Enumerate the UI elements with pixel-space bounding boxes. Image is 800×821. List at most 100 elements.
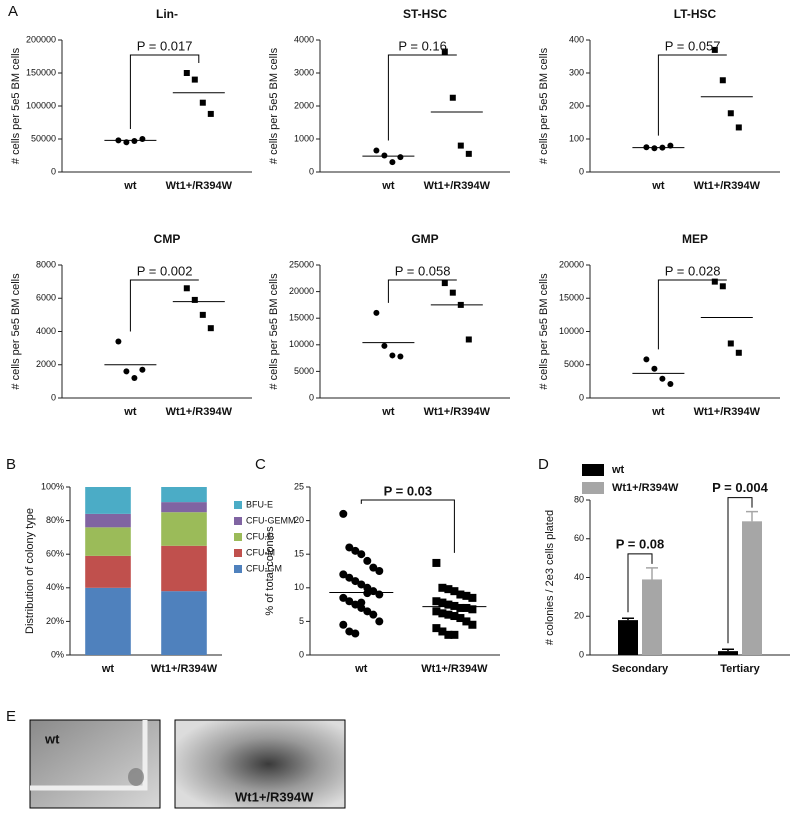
data-point: [363, 556, 372, 565]
data-point: [139, 136, 146, 142]
y-tick-label: 80: [574, 494, 584, 504]
y-axis-label: # cells per 5e5 BM cells: [268, 47, 280, 164]
data-point: [457, 142, 464, 149]
y-tick-label: 0: [579, 649, 584, 659]
data-point: [444, 585, 453, 594]
y-tick-label: 15000: [559, 293, 584, 303]
data-point: [735, 124, 742, 131]
y-tick-label: 8000: [36, 259, 56, 269]
panel-label: D: [538, 456, 549, 473]
y-tick-label: 50000: [31, 133, 56, 143]
p-bracket: [657, 279, 727, 350]
x-tick-label: Wt1+/R394W: [421, 663, 488, 675]
data-point: [207, 110, 214, 117]
legend-label: BFU-E: [246, 499, 273, 509]
data-point: [375, 567, 384, 575]
image-label: Wt1+/R394W: [235, 789, 314, 804]
y-tick-label: 15: [294, 549, 304, 559]
p-value: P = 0.004: [712, 480, 769, 495]
bar-segment: [161, 512, 207, 546]
y-tick-label: 20000: [559, 259, 584, 269]
y-axis-label: # cells per 5e5 BM cells: [538, 273, 550, 390]
data-point: [719, 283, 726, 290]
y-tick-label: 25: [294, 481, 304, 491]
data-point: [438, 627, 447, 636]
x-tick-label: Wt1+/R394W: [694, 406, 761, 418]
x-tick-label: Wt1+/R394W: [424, 406, 491, 418]
y-tick-label: 80%: [46, 515, 64, 525]
x-tick-label: wt: [101, 663, 115, 675]
error-bar: [722, 648, 734, 652]
y-tick-label: 0: [51, 166, 56, 176]
y-tick-label: 60: [574, 533, 584, 543]
data-point: [207, 325, 214, 332]
data-point: [444, 610, 453, 619]
legend-swatch: [234, 549, 242, 557]
x-tick-label: wt: [123, 406, 137, 418]
y-tick-label: 20%: [46, 616, 64, 626]
y-axis-label: # cells per 5e5 BM cells: [10, 273, 22, 390]
data-point: [373, 309, 380, 316]
data-point: [381, 342, 388, 349]
data-point: [345, 573, 354, 582]
y-tick-label: 10000: [559, 326, 584, 336]
y-tick-label: 1000: [294, 133, 314, 143]
legend-label: wt: [611, 464, 625, 476]
y-tick-label: 0: [51, 392, 56, 402]
x-tick-label: wt: [381, 406, 395, 418]
p-value: P = 0.058: [395, 263, 451, 278]
p-bracket: [360, 499, 455, 553]
well-edge: [30, 720, 148, 791]
data-point: [357, 598, 366, 607]
data-point: [456, 603, 465, 612]
data-point: [444, 600, 453, 609]
data-point: [363, 589, 372, 598]
data-point: [462, 591, 471, 600]
legend-swatch: [234, 501, 242, 509]
data-point: [456, 590, 465, 599]
bar-segment: [161, 591, 207, 655]
data-point: [363, 607, 372, 616]
x-tick-label: wt: [381, 180, 395, 192]
data-point: [357, 580, 366, 589]
y-tick-label: 40: [574, 572, 584, 582]
y-tick-label: 15000: [289, 313, 314, 323]
p-bracket: [627, 553, 653, 613]
data-point: [438, 583, 447, 592]
data-point: [351, 577, 360, 586]
data-point: [462, 603, 471, 612]
p-bracket: [657, 54, 727, 136]
bar-segment: [161, 487, 207, 503]
bar-segment: [161, 545, 207, 592]
y-tick-label: 20: [294, 515, 304, 525]
data-point: [345, 597, 354, 606]
y-tick-label: 0: [299, 649, 304, 659]
data-point: [462, 617, 471, 626]
legend-label: CFU-GM: [246, 563, 282, 573]
data-point: [369, 563, 378, 572]
p-bracket: [387, 279, 457, 303]
legend-label: CFU-M: [246, 547, 275, 557]
data-point: [432, 597, 441, 606]
x-tick-label: Wt1+/R394W: [166, 406, 233, 418]
y-tick-label: 10: [294, 582, 304, 592]
bar-segment: [85, 555, 131, 588]
data-point: [444, 630, 453, 639]
data-point: [351, 629, 360, 638]
data-point: [432, 624, 441, 633]
data-point: [432, 558, 441, 567]
data-point: [438, 609, 447, 618]
legend-label: CFU-GEMM: [246, 515, 296, 525]
data-point: [651, 145, 658, 152]
chart-title: Lin-: [156, 7, 178, 21]
panel-label: C: [255, 456, 266, 473]
data-point: [450, 601, 459, 610]
y-tick-label: 10000: [289, 339, 314, 349]
p-value: P = 0.017: [137, 38, 193, 53]
data-point: [139, 366, 146, 373]
y-tick-label: 100: [569, 133, 584, 143]
data-point: [397, 353, 404, 360]
y-tick-label: 100%: [41, 481, 64, 491]
x-tick-label: Wt1+/R394W: [151, 663, 218, 675]
data-point: [432, 607, 441, 616]
